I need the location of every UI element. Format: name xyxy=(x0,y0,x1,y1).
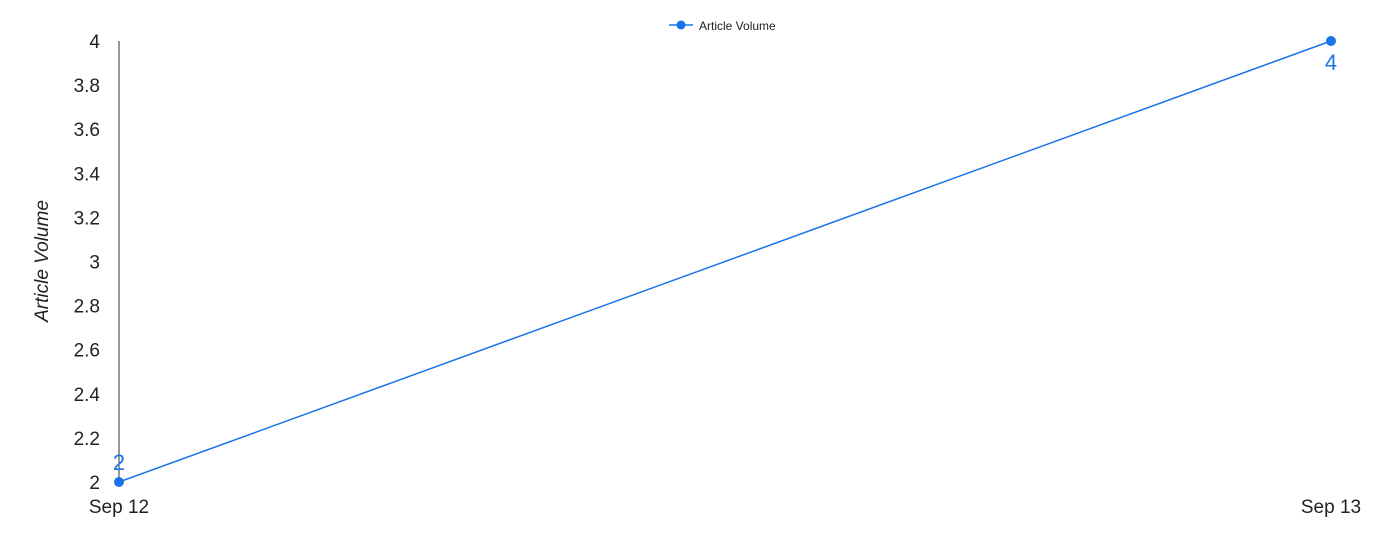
x-tick-labels: Sep 12 Sep 13 xyxy=(89,497,1361,518)
series-points xyxy=(114,36,1336,487)
legend-label: Article Volume xyxy=(699,19,776,33)
x-tick-label: Sep 13 xyxy=(1301,497,1361,518)
legend-marker-swatch xyxy=(676,20,686,30)
data-label: 2 xyxy=(113,450,125,475)
series-line xyxy=(118,40,1332,483)
data-point[interactable] xyxy=(1326,36,1336,46)
y-tick-label: 3 xyxy=(89,253,100,274)
legend: Article Volume xyxy=(669,19,776,33)
y-tick-label: 3.8 xyxy=(74,76,100,97)
data-labels: 24 xyxy=(113,50,1337,475)
data-label: 4 xyxy=(1325,50,1337,75)
y-tick-label: 2.8 xyxy=(74,297,100,318)
y-tick-label: 2.6 xyxy=(74,341,100,362)
data-point[interactable] xyxy=(114,477,124,487)
y-tick-label: 2.2 xyxy=(74,429,100,450)
y-tick-label: 2.4 xyxy=(74,385,101,406)
y-tick-label: 4 xyxy=(89,32,100,53)
y-tick-label: 3.6 xyxy=(74,120,100,141)
y-tick-label: 3.4 xyxy=(74,164,101,185)
y-tick-label: 2 xyxy=(89,473,100,494)
x-tick-label: Sep 12 xyxy=(89,497,149,518)
y-tick-label: 3.2 xyxy=(74,208,100,229)
y-tick-labels: 2 2.2 2.4 2.6 2.8 3 3.2 3.4 3.6 3.8 4 xyxy=(74,32,101,494)
y-axis-title: Article Volume xyxy=(32,200,53,323)
series-lines xyxy=(118,40,1332,483)
